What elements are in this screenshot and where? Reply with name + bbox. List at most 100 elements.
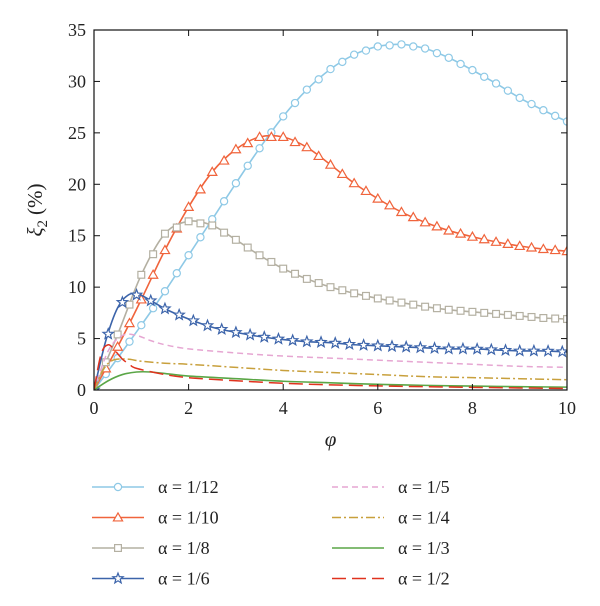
data-point-circle bbox=[290, 98, 300, 108]
data-point-circle bbox=[243, 161, 252, 170]
data-point-circle bbox=[397, 40, 406, 49]
data-point-star bbox=[484, 342, 499, 356]
data-point-circle bbox=[409, 42, 418, 51]
data-point-triangle bbox=[206, 166, 218, 176]
x-tick-label: 2 bbox=[184, 398, 193, 418]
y-axis-subscript: 2 bbox=[35, 220, 51, 228]
series-layer bbox=[94, 40, 567, 390]
data-point-square bbox=[456, 306, 465, 315]
data-point-square bbox=[373, 294, 382, 303]
data-point-star bbox=[342, 337, 357, 351]
data-point-circle bbox=[468, 65, 477, 75]
data-point-triangle bbox=[419, 216, 431, 227]
data-point-star bbox=[470, 341, 484, 355]
data-point-triangle bbox=[313, 150, 325, 161]
series-4 bbox=[94, 287, 567, 390]
data-point-triangle bbox=[348, 177, 360, 188]
data-point-star bbox=[214, 322, 229, 336]
data-point-star bbox=[328, 336, 342, 349]
series-line bbox=[94, 43, 567, 390]
plot-frame bbox=[93, 29, 568, 391]
data-point-triangle bbox=[525, 241, 538, 252]
y-tick-label: 35 bbox=[68, 20, 86, 40]
data-point-star bbox=[456, 341, 470, 355]
data-point-square bbox=[397, 298, 406, 307]
series-8 bbox=[94, 343, 567, 390]
y-axis-symbol: ξ bbox=[23, 227, 47, 236]
data-point-circle bbox=[125, 337, 134, 346]
data-point-circle bbox=[456, 59, 465, 69]
data-point-star bbox=[399, 339, 413, 353]
data-point-circle bbox=[196, 233, 205, 242]
series-line bbox=[94, 358, 567, 390]
ticks-layer: 0 2 4 6 8 10 0 5 10 15 20 25 30 35 bbox=[68, 20, 576, 418]
data-point-triangle bbox=[490, 236, 502, 246]
data-point-square bbox=[409, 300, 418, 309]
data-point-star bbox=[371, 338, 385, 352]
series-1 bbox=[94, 40, 567, 390]
data-point-triangle bbox=[431, 220, 443, 231]
data-point-circle bbox=[385, 41, 394, 50]
data-point-circle bbox=[338, 57, 347, 67]
y-tick-label: 25 bbox=[68, 123, 86, 143]
data-point-circle bbox=[160, 287, 170, 296]
data-point-circle bbox=[539, 106, 548, 115]
data-point-triangle bbox=[112, 511, 124, 522]
legend-label: α = 1/2 bbox=[398, 569, 450, 589]
data-point-star bbox=[115, 295, 130, 309]
data-point-triangle bbox=[242, 137, 254, 148]
data-point-circle bbox=[550, 111, 560, 121]
data-point-star bbox=[101, 326, 115, 340]
data-point-square bbox=[350, 289, 359, 298]
data-point-circle bbox=[255, 144, 264, 153]
data-point-square bbox=[314, 279, 323, 288]
y-tick-label: 30 bbox=[68, 71, 86, 91]
data-point-triangle bbox=[324, 158, 337, 169]
data-point-star bbox=[200, 318, 215, 332]
legend-item: α = 1/6 bbox=[92, 569, 210, 589]
data-point-triangle bbox=[182, 201, 195, 211]
data-point-star bbox=[229, 325, 243, 339]
data-point-triangle bbox=[502, 238, 514, 248]
legend-item: α = 1/5 bbox=[332, 477, 450, 497]
data-point-star bbox=[129, 287, 144, 301]
data-point-circle bbox=[314, 75, 323, 84]
data-point-triangle bbox=[407, 211, 419, 222]
data-point-square bbox=[172, 223, 181, 232]
x-tick-label: 4 bbox=[279, 398, 288, 418]
data-point-circle bbox=[148, 304, 158, 313]
data-point-triangle bbox=[383, 199, 396, 210]
data-point-circle bbox=[184, 251, 193, 260]
data-point-star bbox=[541, 344, 555, 357]
data-point-triangle bbox=[194, 183, 207, 194]
series-5 bbox=[94, 333, 567, 390]
data-point-star bbox=[257, 330, 272, 343]
y-tick-label: 15 bbox=[68, 226, 86, 246]
data-point-circle bbox=[349, 50, 359, 59]
data-point-square bbox=[421, 302, 430, 311]
y-tick-label: 20 bbox=[68, 174, 86, 194]
data-point-circle bbox=[432, 48, 442, 58]
legend-label: α = 1/8 bbox=[158, 538, 210, 558]
data-point-square bbox=[220, 228, 229, 237]
data-point-circle bbox=[361, 46, 371, 55]
y-axis-label: ξ2 (%) bbox=[23, 184, 51, 237]
data-point-circle bbox=[326, 64, 335, 74]
data-point-square bbox=[279, 264, 288, 273]
data-point-star bbox=[271, 331, 286, 345]
data-point-square bbox=[125, 300, 134, 309]
data-point-triangle bbox=[360, 185, 372, 196]
legend: α = 1/12 α = 1/10 α = 1/8 α = 1/6 α = 1/5 α =… bbox=[92, 477, 450, 589]
data-point-circle bbox=[302, 85, 312, 94]
data-point-circle bbox=[503, 86, 513, 95]
data-point-square bbox=[101, 358, 110, 367]
data-point-circle bbox=[113, 482, 123, 492]
data-point-circle bbox=[480, 72, 489, 82]
data-point-square bbox=[302, 274, 311, 283]
legend-label: α = 1/3 bbox=[398, 538, 450, 558]
legend-item: α = 1/10 bbox=[92, 508, 219, 528]
data-point-star bbox=[144, 293, 158, 307]
data-point-square bbox=[444, 305, 453, 314]
data-point-triangle bbox=[277, 131, 289, 142]
data-point-square bbox=[291, 269, 300, 278]
